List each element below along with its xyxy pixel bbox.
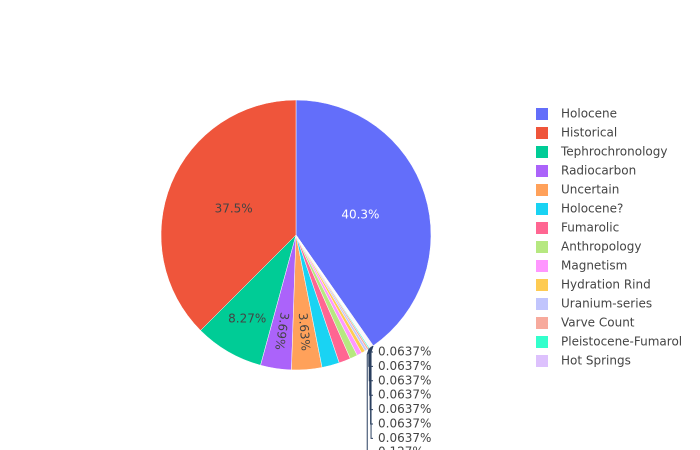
- legend-label[interactable]: Holocene?: [561, 202, 623, 216]
- legend-label[interactable]: Hydration Rind: [561, 278, 651, 292]
- slice-label: 0.0637%: [378, 388, 431, 402]
- slice-label: 0.0637%: [378, 373, 431, 387]
- slice-label: 37.5%: [215, 202, 253, 216]
- leader-line: [366, 348, 370, 450]
- legend-swatch[interactable]: [536, 165, 548, 177]
- slice-label: 0.0637%: [378, 402, 431, 416]
- slice-label: 0.0637%: [378, 417, 431, 431]
- slice-label: 0.0637%: [378, 359, 431, 373]
- legend-label[interactable]: Radiocarbon: [561, 164, 636, 178]
- slice-label: 3.63%: [296, 312, 313, 351]
- legend-swatch[interactable]: [536, 222, 548, 234]
- legend-label[interactable]: Uncertain: [561, 183, 619, 197]
- legend-swatch[interactable]: [536, 298, 548, 310]
- legend-label[interactable]: Fumarolic: [561, 221, 619, 235]
- legend-label[interactable]: Anthropology: [561, 240, 642, 254]
- legend-swatch[interactable]: [536, 317, 548, 329]
- legend-label[interactable]: Tephrochronology: [560, 145, 667, 159]
- legend-swatch[interactable]: [536, 184, 548, 196]
- slice-label: 8.27%: [228, 312, 266, 326]
- pie-slice: [160, 99, 297, 331]
- legend-swatch[interactable]: [536, 241, 548, 253]
- leader-line: [370, 345, 374, 439]
- slice-label: 0.0637%: [378, 431, 431, 445]
- legend-swatch[interactable]: [536, 336, 548, 348]
- slice-label: 40.3%: [341, 207, 379, 221]
- slice-label: 3.69%: [272, 311, 292, 351]
- legend-swatch[interactable]: [536, 355, 548, 367]
- slice-label: 0.127%: [378, 445, 424, 450]
- legend-label[interactable]: Varve Count: [561, 316, 635, 330]
- pie-slice: [295, 99, 432, 347]
- legend-label[interactable]: Holocene: [561, 107, 617, 121]
- legend-swatch[interactable]: [536, 203, 548, 215]
- legend-swatch[interactable]: [536, 279, 548, 291]
- legend-label[interactable]: Uranium-series: [561, 297, 652, 311]
- legend-label[interactable]: Magnetism: [561, 259, 627, 273]
- legend-swatch[interactable]: [536, 127, 548, 139]
- legend-label[interactable]: Pleistocene-Fumarol: [561, 335, 682, 349]
- legend-label[interactable]: Hot Springs: [561, 354, 631, 368]
- legend-swatch[interactable]: [536, 108, 548, 120]
- slice-label: 0.0637%: [378, 345, 431, 359]
- legend-label[interactable]: Historical: [561, 126, 617, 140]
- legend-swatch[interactable]: [536, 260, 548, 272]
- legend-swatch[interactable]: [536, 146, 548, 158]
